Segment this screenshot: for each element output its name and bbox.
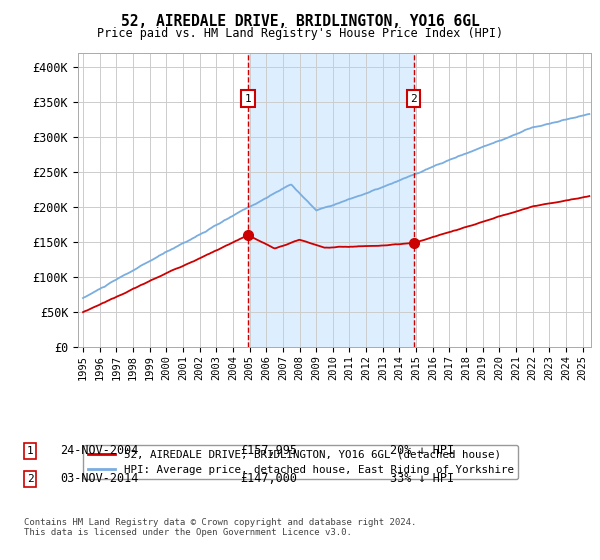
Text: Price paid vs. HM Land Registry's House Price Index (HPI): Price paid vs. HM Land Registry's House … xyxy=(97,27,503,40)
Text: £157,995: £157,995 xyxy=(240,444,297,458)
Text: 1: 1 xyxy=(26,446,34,456)
Text: 20% ↓ HPI: 20% ↓ HPI xyxy=(390,444,454,458)
Text: 1: 1 xyxy=(245,94,251,104)
Text: 24-NOV-2004: 24-NOV-2004 xyxy=(60,444,139,458)
Text: 2: 2 xyxy=(410,94,417,104)
Text: £147,000: £147,000 xyxy=(240,472,297,486)
Text: 33% ↓ HPI: 33% ↓ HPI xyxy=(390,472,454,486)
Text: Contains HM Land Registry data © Crown copyright and database right 2024.
This d: Contains HM Land Registry data © Crown c… xyxy=(24,518,416,538)
Text: 2: 2 xyxy=(26,474,34,484)
Legend: 52, AIREDALE DRIVE, BRIDLINGTON, YO16 6GL (detached house), HPI: Average price, : 52, AIREDALE DRIVE, BRIDLINGTON, YO16 6G… xyxy=(83,445,518,479)
Bar xyxy=(248,53,413,347)
Text: 03-NOV-2014: 03-NOV-2014 xyxy=(60,472,139,486)
Text: 52, AIREDALE DRIVE, BRIDLINGTON, YO16 6GL: 52, AIREDALE DRIVE, BRIDLINGTON, YO16 6G… xyxy=(121,14,479,29)
